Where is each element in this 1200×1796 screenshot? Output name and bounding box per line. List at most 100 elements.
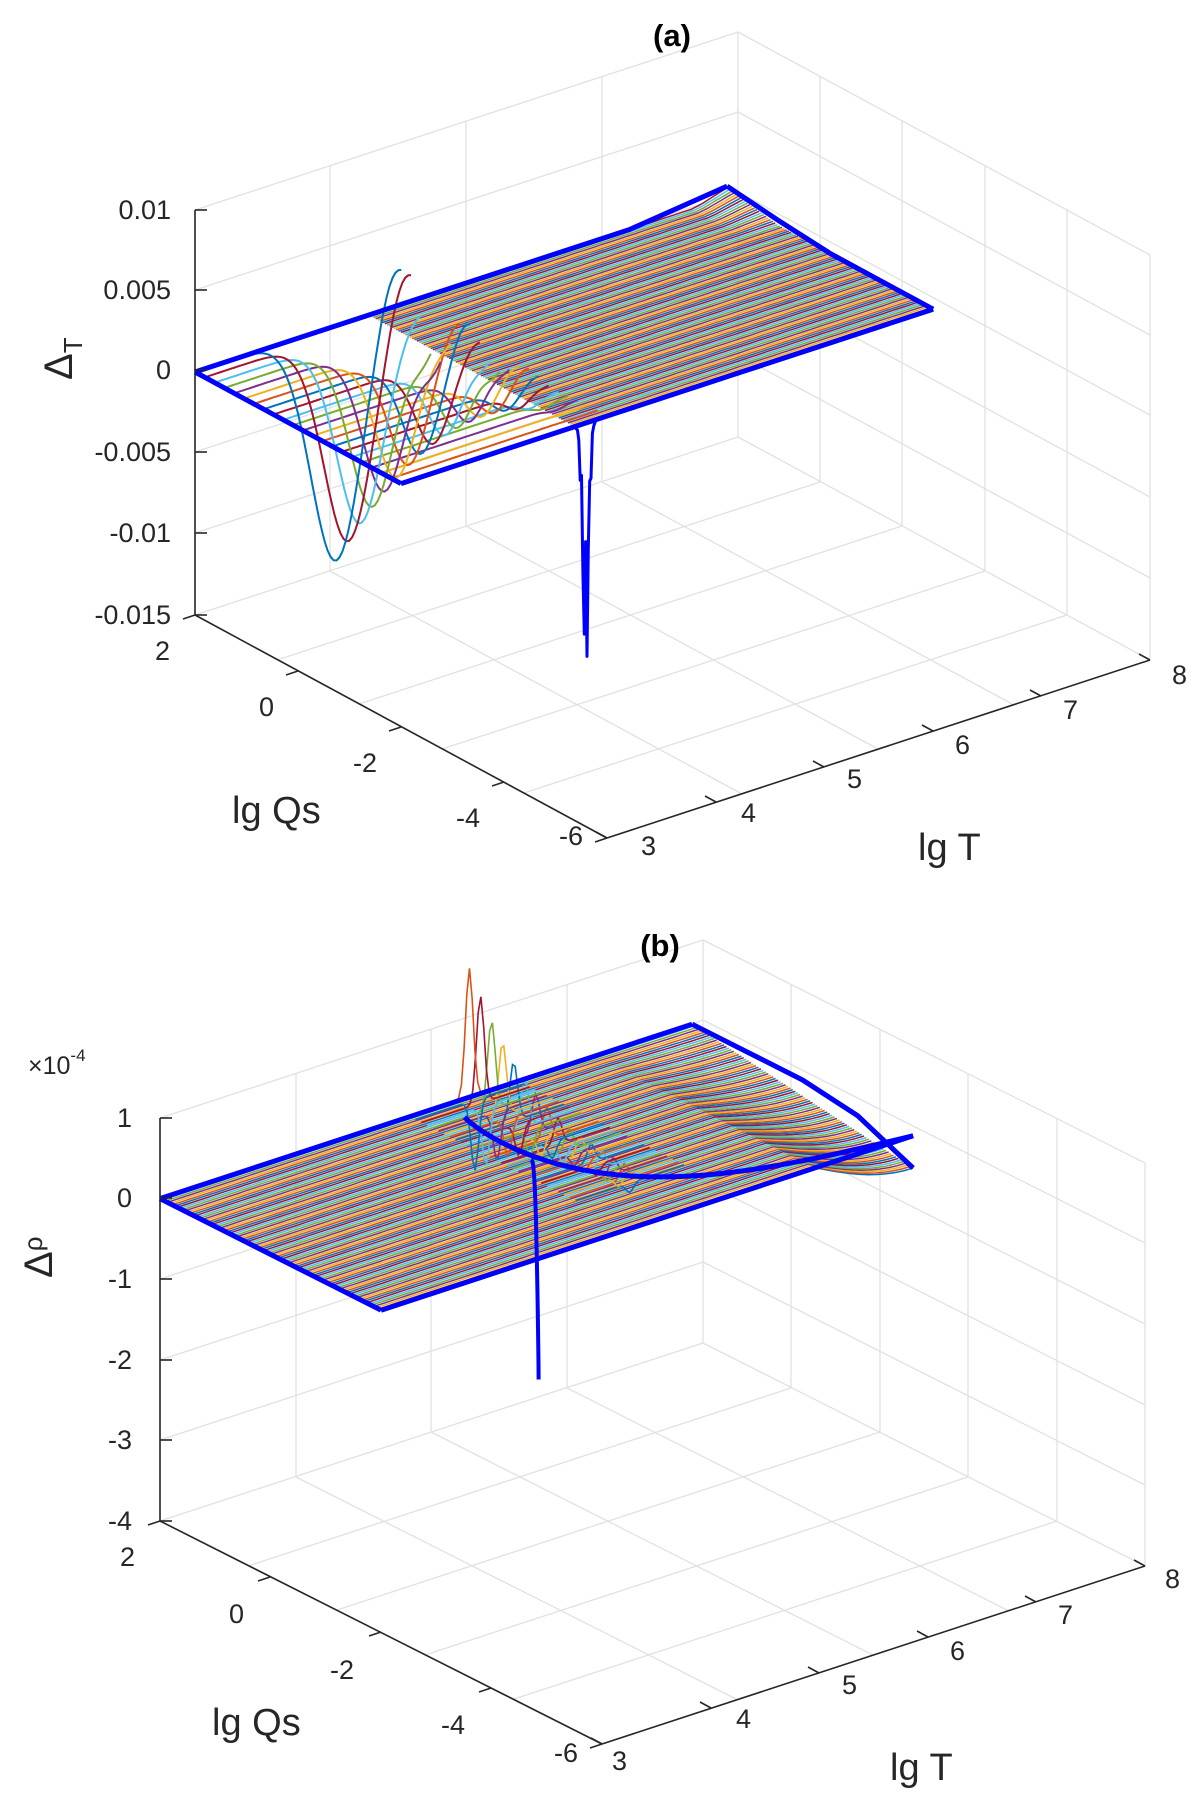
panel-a-series-line <box>405 213 765 336</box>
panel-a-trough-curve <box>253 323 461 467</box>
panel-a-series-line <box>373 190 733 319</box>
panel-a-x-tick-label: 5 <box>847 764 862 794</box>
panel-a-series-line <box>517 277 877 397</box>
panel-b-spike-curve <box>415 1083 525 1171</box>
panel-a-series-line <box>409 217 769 339</box>
panel-a-y-tick-labels: 2 0 -2 -4 -6 <box>155 636 583 851</box>
panel-b-series-line <box>289 1108 823 1266</box>
panel-b-series-line <box>167 1028 700 1204</box>
panel-b-x-tick-label: 4 <box>736 1704 751 1734</box>
panel-a-series-line <box>565 303 925 423</box>
panel-b-multiplier-base: ×10 <box>28 1052 70 1080</box>
panel-b-series-line <box>368 1159 902 1305</box>
panel-a-series-line <box>476 255 835 375</box>
panel-b-x-tick-label: 6 <box>950 1636 965 1666</box>
panel-a-series-line <box>439 235 799 355</box>
panel-b-series-line <box>238 1074 771 1240</box>
panel-a-series-line <box>492 263 851 383</box>
panel-a-x-tick-label: 3 <box>641 831 656 861</box>
panel-a-trough-curve <box>263 323 471 456</box>
panel-b-z-tick-label: 1 <box>117 1103 132 1133</box>
panel-b-spike-curve <box>546 1149 656 1187</box>
panel-a-series-line <box>395 207 755 331</box>
panel-b-series-line <box>339 1140 872 1290</box>
panel-a-series-line <box>471 252 831 372</box>
panel-a-highlight-spike <box>552 414 608 658</box>
panel-b-spike-curve <box>443 1044 553 1135</box>
panel-a-series-line <box>457 245 817 365</box>
panel-a-series-line <box>430 230 790 350</box>
panel-a-y-tick-label: -4 <box>456 803 480 833</box>
panel-b-z-tick-label: -2 <box>108 1345 132 1375</box>
panel-b-y-tick-labels: 2 0 -2 -4 -6 <box>120 1542 578 1768</box>
panel-b-series-line <box>186 1040 720 1213</box>
panel-a-series-line <box>393 205 753 330</box>
panel-b-y-tick-label: -4 <box>441 1710 465 1740</box>
panel-a-series-line <box>400 210 760 334</box>
panel-a-series-line <box>544 292 904 412</box>
panel-b-series-line <box>334 1136 867 1288</box>
panel-b-series-line <box>253 1084 786 1247</box>
panel-b-series-line <box>351 1148 884 1297</box>
panel-a-x-tick-label: 7 <box>1063 695 1078 725</box>
panel-a-series-line <box>434 232 794 352</box>
panel-a-trough-curve <box>273 341 481 446</box>
panel-a-z-tick-label: -0.005 <box>94 437 171 467</box>
panel-a-series-line <box>549 294 909 414</box>
panel-b-spike-curve <box>466 1077 576 1147</box>
panel-a-series-line <box>563 302 922 422</box>
panel-a-series-line <box>560 300 920 420</box>
panel-b-sheet-lines <box>159 1023 914 1311</box>
panel-a-y-axis <box>194 614 608 839</box>
panel-b-spike-curve <box>575 1164 685 1202</box>
panel-b-spike-curve <box>523 1135 633 1176</box>
panel-a-y-tick-label: 0 <box>259 692 274 722</box>
panel-a-trough-curve <box>214 314 422 525</box>
panel-a-series-line <box>478 256 838 376</box>
panel-a-series-line <box>464 248 824 368</box>
panel-b-series-line <box>184 1039 717 1212</box>
panel-a-z-tick-label: 0 <box>156 355 171 385</box>
panel-a-series-line <box>416 222 776 342</box>
panel-a-series-line <box>501 268 861 388</box>
panel-b-spike-curve <box>535 1143 645 1181</box>
panel-b-spike-curve <box>563 1158 673 1196</box>
panel-b-spike-curve <box>552 1152 662 1190</box>
panel-b-title: (b) <box>640 928 680 963</box>
panel-a-title: (a) <box>653 18 691 53</box>
panel-b-series-line <box>324 1130 857 1283</box>
panel-a-z-axis-label: ΔT <box>37 337 88 380</box>
panel-b-series-line <box>218 1061 752 1230</box>
panel-b-series-line <box>221 1063 754 1231</box>
panel-a-series-line <box>537 288 897 408</box>
panel-a-series-line <box>510 273 870 393</box>
panel-a-z-tick-label: -0.01 <box>109 518 171 548</box>
panel-a-series-line <box>444 237 803 357</box>
panel-a-series-line <box>569 305 929 425</box>
panel-a-series-line <box>540 289 900 409</box>
panel-a-series-line <box>508 272 868 392</box>
panel-a-series-line <box>460 246 819 366</box>
panel-b-series-line <box>213 1058 747 1227</box>
panel-b-series-line <box>343 1143 877 1293</box>
panel-a-x-tick-label: 6 <box>955 730 970 760</box>
panel-b-z-axis-label: Δρ <box>17 1236 61 1278</box>
panel-b-x-axis-label: lg T <box>890 1747 953 1789</box>
panel-a-series-line <box>418 223 778 344</box>
panel-b-series-line <box>282 1103 816 1262</box>
panel-a-series-line <box>425 227 785 347</box>
panel-a-series-line <box>512 274 872 394</box>
panel-a-series-line <box>551 296 911 415</box>
panel-a-series-line <box>542 291 902 411</box>
panel-a-y-tick-label: -2 <box>353 748 377 778</box>
panel-b-highlight-spike <box>529 1157 541 1380</box>
panel-b-series-line <box>255 1085 789 1248</box>
panel-b-spike-curve <box>483 1117 593 1159</box>
panel-b-highlight-curve <box>158 1196 383 1313</box>
panel-a-series-line <box>375 192 735 320</box>
panel-b-spike-curve <box>426 1089 536 1166</box>
panel-b-spike-curve <box>569 1161 679 1199</box>
panel-b-series-line <box>270 1095 803 1256</box>
panel-b-x-tick-label: 8 <box>1165 1564 1180 1594</box>
panel-b-series-line <box>370 1160 904 1306</box>
